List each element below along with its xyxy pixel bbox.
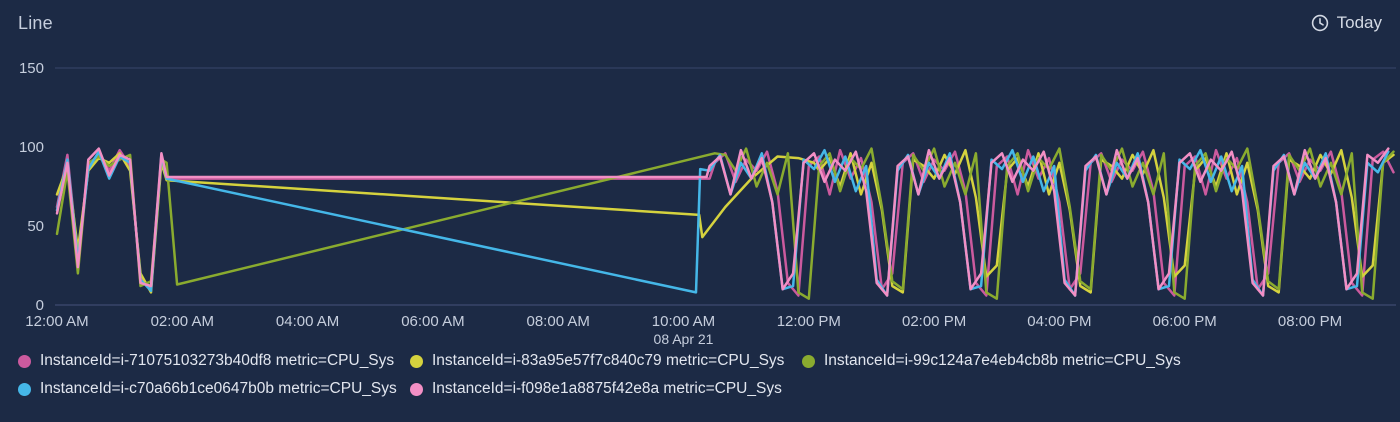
x-tick-label: 04:00 AM bbox=[276, 313, 339, 330]
x-tick-label: 04:00 PM bbox=[1027, 313, 1091, 330]
x-tick-label: 06:00 PM bbox=[1153, 313, 1217, 330]
x-tick-label: 02:00 AM bbox=[151, 313, 214, 330]
x-tick-label: 12:00 PM bbox=[777, 313, 841, 330]
legend-label: InstanceId=i-71075103273b40df8 metric=CP… bbox=[40, 352, 395, 369]
time-range-label: Today bbox=[1336, 13, 1382, 32]
x-axis-labels: 12:00 AM 02:00 AM 04:00 AM 06:00 AM 08:00 AM… bbox=[25, 313, 1342, 347]
x-tick-label: 02:00 PM bbox=[902, 313, 966, 330]
legend-item-2[interactable]: InstanceId=i-99c124a7e4eb4cb8b metric=CP… bbox=[802, 352, 1181, 370]
y-tick-label: 100 bbox=[19, 139, 44, 156]
time-range-control[interactable]: Today bbox=[1311, 13, 1382, 33]
x-tick-sublabel: 08 Apr 21 bbox=[654, 331, 714, 347]
chart-plot-area: 0 50 100 150 12:00 AM 02:00 AM 04:00 AM 06:00 … bbox=[19, 60, 1396, 347]
legend-row-2: InstanceId=i-c70a66b1ce0647b0b metric=CP… bbox=[18, 380, 1390, 398]
series-line-2[interactable] bbox=[55, 147, 1395, 300]
y-axis-labels: 0 50 100 150 bbox=[19, 60, 44, 314]
x-tick-label: 08:00 PM bbox=[1278, 313, 1342, 330]
legend-label: InstanceId=i-c70a66b1ce0647b0b metric=CP… bbox=[40, 380, 397, 397]
legend-item-1[interactable]: InstanceId=i-83a95e57f7c840c79 metric=CP… bbox=[410, 352, 802, 370]
series-lines bbox=[55, 147, 1395, 300]
legend-item-0[interactable]: InstanceId=i-71075103273b40df8 metric=CP… bbox=[18, 352, 410, 370]
legend-label: InstanceId=i-99c124a7e4eb4cb8b metric=CP… bbox=[824, 352, 1181, 369]
y-tick-label: 0 bbox=[36, 297, 44, 314]
legend-item-4[interactable]: InstanceId=i-f098e1a8875f42e8a metric=CP… bbox=[410, 380, 782, 398]
gridlines bbox=[55, 67, 1396, 306]
legend-label: InstanceId=i-f098e1a8875f42e8a metric=CP… bbox=[432, 380, 782, 397]
legend-color-dot bbox=[410, 354, 423, 368]
series-line-4[interactable] bbox=[55, 147, 1390, 297]
y-tick-label: 150 bbox=[19, 60, 44, 77]
x-tick-label: 10:00 AM bbox=[652, 313, 715, 330]
legend-label: InstanceId=i-83a95e57f7c840c79 metric=CP… bbox=[432, 352, 785, 369]
clock-icon bbox=[1311, 14, 1329, 32]
panel-title: Line bbox=[18, 12, 53, 33]
x-tick-label: 12:00 AM bbox=[25, 313, 88, 330]
x-tick-label: 06:00 AM bbox=[401, 313, 464, 330]
legend-color-dot bbox=[802, 354, 815, 368]
legend-color-dot bbox=[18, 382, 31, 396]
y-tick-label: 50 bbox=[27, 218, 44, 235]
legend-row-1: InstanceId=i-71075103273b40df8 metric=CP… bbox=[18, 352, 1390, 370]
legend-color-dot bbox=[410, 382, 423, 396]
legend-item-3[interactable]: InstanceId=i-c70a66b1ce0647b0b metric=CP… bbox=[18, 380, 410, 398]
panel-header: Line Today bbox=[0, 0, 1400, 46]
legend-color-dot bbox=[18, 354, 31, 368]
x-tick-label: 08:00 AM bbox=[527, 313, 590, 330]
chart-legend: InstanceId=i-71075103273b40df8 metric=CP… bbox=[18, 352, 1390, 408]
